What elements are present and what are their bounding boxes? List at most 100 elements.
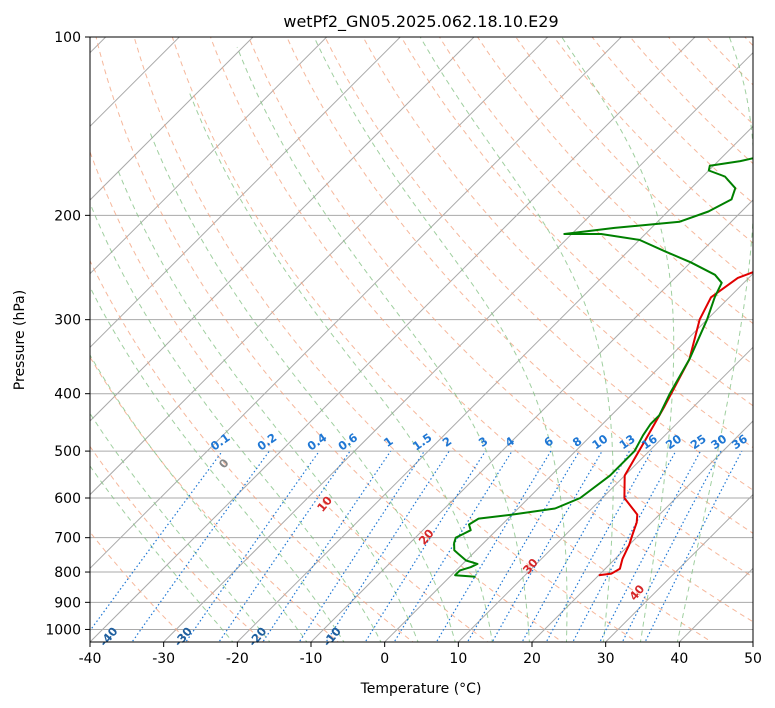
mixing-ratio-line [364,450,486,642]
isotherm-line [531,420,753,642]
dry-adiabat-line [286,37,753,534]
dry-adiabat-label: -40 [96,624,120,649]
dry-adiabat-line [133,37,638,642]
x-tick-label: 0 [380,651,389,667]
y-tick-label: 500 [54,444,81,460]
dry-adiabat-label: -10 [320,624,344,649]
isotherm-line [90,37,328,275]
isotherm-line [310,199,753,642]
x-tick-label: 20 [523,651,541,667]
moist-adiabat-line [90,286,345,642]
y-axis-title: Pressure (hPa) [12,290,28,390]
mixing-ratio-label: 2 [440,434,455,450]
y-tick-label: 1000 [45,622,81,638]
x-tick-label: -30 [152,651,175,667]
mixing-ratio-line [185,450,320,642]
y-tick-label: 400 [54,387,81,403]
mixing-ratio-line [218,450,351,642]
dry-adiabat-line [553,37,753,244]
dry-adiabat-line [95,37,564,642]
dry-adiabat-line [248,37,753,578]
dry-adiabat-label: 20 [416,526,437,547]
isotherm-line [678,567,753,642]
moist-adiabat-line [90,465,234,642]
moist-adiabat-line [117,170,419,642]
isotherm-line [457,346,753,642]
isotherm-line [604,493,753,642]
mixing-ratio-line [131,450,270,642]
x-tick-label: 40 [670,651,688,667]
y-tick-label: 100 [54,30,81,46]
x-tick-label: 30 [597,651,615,667]
mixing-ratio-line [466,450,580,642]
moist-adiabat-line [419,37,614,642]
mixing-ratio-label: 1 [381,434,396,450]
moist-adiabat-line [90,202,382,642]
isotherm-line [90,37,475,422]
isotherm-line [162,51,753,642]
moist-adiabat-line [90,412,271,642]
dry-adiabat-line [171,37,713,642]
x-tick-label: 10 [449,651,467,667]
y-tick-label: 700 [54,531,81,547]
isotherm-line [90,37,402,349]
dry-adiabat-line [90,531,190,642]
x-tick-label: -10 [300,651,323,667]
dry-adiabat-line [90,259,414,642]
dry-adiabat-line [476,37,753,325]
temperature-profile [598,271,753,577]
isotherm-line [752,641,753,642]
moist-adiabat-line [676,37,753,642]
y-tick-label: 800 [54,565,81,581]
dry-adiabat-line [209,37,753,623]
moist-adiabat-line [90,354,308,642]
dry-adiabat-line [400,37,753,407]
dry-adiabat-line [667,37,753,125]
moist-adiabat-line [313,37,568,642]
dry-adiabat-line [515,37,753,284]
mixing-ratio-line [262,450,392,642]
mixing-ratio-label: 3 [476,434,491,450]
plot-grid [90,37,753,642]
y-tick-label: 600 [54,491,81,507]
mixing-ratio-label: 4 [502,434,517,450]
chart-title: wetPf2_GN05.2025.062.18.10.E29 [283,12,558,32]
isotherm-line [90,37,623,570]
moist-adiabat-line [148,130,456,642]
x-axis-title: Temperature (°C) [360,681,482,697]
mixing-ratio-line [90,450,223,632]
isotherm-line [383,272,753,642]
isotherm-line [236,125,753,642]
isotherm-line [90,37,254,201]
isotherm-line [90,37,549,496]
mixing-ratio-label: 0.4 [305,430,330,453]
plot-series [453,157,753,578]
moist-adiabat-line [188,92,493,642]
x-tick-label: 50 [744,651,762,667]
isotherm-line [90,37,696,642]
mixing-ratio-line [298,450,425,642]
dry-adiabat-line [90,150,489,642]
dry-adiabat-line [705,37,753,86]
mixing-ratio-line [599,450,702,642]
dry-adiabat-label: 30 [520,556,541,577]
mixing-ratio-label: 0.6 [335,430,360,453]
dry-adiabat-label: 40 [626,582,647,603]
x-tick-label: -40 [79,651,102,667]
y-tick-label: 300 [54,313,81,329]
mixing-ratio-label: 25 [688,431,709,452]
moist-adiabat-line [236,46,530,642]
axes: -40 -30 -20 -10 0 10 20 30 40 5010020030040050060… [45,30,762,667]
mixing-ratio-line [325,450,450,642]
dry-adiabat-line [438,37,753,366]
mixing-ratio-label: 16 [639,431,660,452]
plot-frame [89,36,754,643]
mixing-ratio-label: 0.2 [255,430,280,453]
mixing-ratio-label: 1.5 [410,430,435,453]
isotherm-line [90,37,181,128]
y-tick-label: 900 [54,595,81,611]
mixing-ratio-label: 6 [541,434,556,450]
mixing-ratio-label: 36 [729,431,750,452]
y-tick-label: 200 [54,208,81,224]
